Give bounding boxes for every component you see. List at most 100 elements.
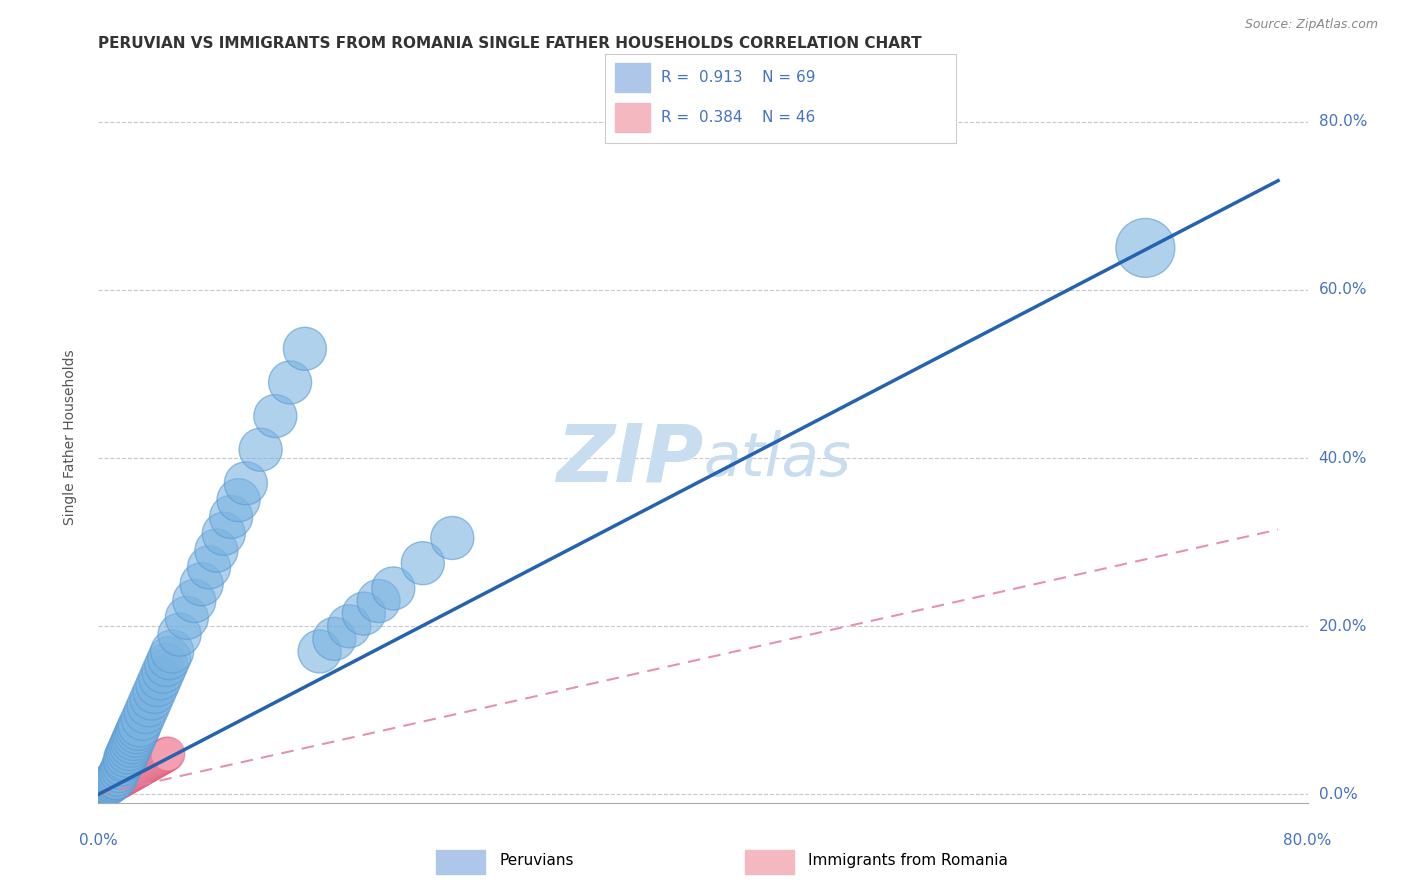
- Point: [120, 739, 142, 753]
- Point: [441, 531, 464, 545]
- Point: [117, 745, 139, 759]
- Text: Immigrants from Romania: Immigrants from Romania: [808, 854, 1008, 868]
- Text: PERUVIAN VS IMMIGRANTS FROM ROMANIA SINGLE FATHER HOUSEHOLDS CORRELATION CHART: PERUVIAN VS IMMIGRANTS FROM ROMANIA SING…: [98, 36, 922, 51]
- Point: [160, 644, 183, 658]
- Point: [97, 780, 120, 795]
- Point: [107, 769, 129, 783]
- Point: [382, 582, 405, 596]
- Point: [90, 785, 112, 799]
- Point: [190, 577, 212, 591]
- Point: [97, 780, 120, 795]
- Y-axis label: Single Father Households: Single Father Households: [63, 350, 77, 524]
- Point: [219, 510, 242, 524]
- Point: [152, 749, 174, 764]
- Point: [101, 775, 124, 789]
- Point: [100, 773, 122, 788]
- Point: [104, 777, 127, 791]
- Point: [125, 725, 148, 739]
- Point: [111, 759, 134, 773]
- Point: [131, 761, 153, 775]
- Text: Source: ZipAtlas.com: Source: ZipAtlas.com: [1244, 18, 1378, 31]
- Point: [117, 770, 139, 784]
- Point: [101, 772, 124, 787]
- Point: [323, 632, 346, 646]
- Point: [149, 751, 172, 765]
- Point: [228, 493, 250, 508]
- Point: [156, 747, 179, 761]
- Point: [122, 766, 145, 780]
- Text: ZIP: ZIP: [555, 420, 703, 498]
- Point: [157, 651, 180, 665]
- Point: [138, 698, 160, 713]
- Point: [104, 771, 127, 785]
- Point: [121, 735, 143, 749]
- Point: [135, 759, 157, 773]
- Point: [129, 762, 152, 776]
- Point: [131, 712, 153, 726]
- Point: [127, 722, 149, 736]
- Point: [155, 747, 177, 762]
- Point: [212, 526, 235, 541]
- Point: [112, 772, 135, 787]
- Text: 40.0%: 40.0%: [1319, 450, 1367, 466]
- Point: [308, 644, 330, 658]
- Text: 0.0%: 0.0%: [1319, 787, 1357, 802]
- Point: [98, 779, 121, 793]
- Point: [110, 762, 132, 776]
- Point: [128, 763, 150, 777]
- Point: [114, 752, 136, 766]
- Point: [169, 627, 191, 641]
- Point: [97, 777, 120, 791]
- Text: 80.0%: 80.0%: [1284, 833, 1331, 848]
- Point: [98, 780, 121, 794]
- Point: [141, 756, 163, 771]
- Point: [150, 750, 173, 764]
- Point: [120, 768, 142, 782]
- Text: R =  0.913    N = 69: R = 0.913 N = 69: [661, 70, 815, 85]
- FancyBboxPatch shape: [745, 849, 794, 874]
- Point: [94, 780, 117, 795]
- Point: [353, 607, 375, 621]
- Point: [118, 742, 141, 756]
- Point: [264, 409, 287, 423]
- Point: [143, 755, 166, 769]
- Point: [100, 779, 122, 793]
- Point: [134, 760, 156, 774]
- Point: [152, 665, 174, 679]
- FancyBboxPatch shape: [436, 849, 485, 874]
- Point: [249, 442, 271, 457]
- Point: [107, 775, 129, 789]
- FancyBboxPatch shape: [616, 103, 650, 132]
- Point: [145, 754, 167, 768]
- Point: [198, 560, 221, 574]
- Point: [124, 729, 146, 743]
- Text: 80.0%: 80.0%: [1319, 114, 1367, 129]
- FancyBboxPatch shape: [616, 63, 650, 92]
- Text: R =  0.384    N = 46: R = 0.384 N = 46: [661, 111, 815, 125]
- Point: [93, 783, 115, 797]
- Point: [125, 764, 148, 779]
- Point: [105, 772, 128, 787]
- Point: [96, 779, 118, 793]
- Point: [90, 785, 112, 799]
- Point: [141, 691, 163, 706]
- Text: atlas: atlas: [703, 430, 851, 489]
- Point: [294, 342, 316, 356]
- Point: [136, 759, 159, 773]
- Point: [101, 778, 124, 792]
- Point: [122, 731, 145, 746]
- Point: [127, 764, 149, 778]
- Point: [112, 756, 135, 770]
- Point: [91, 784, 114, 798]
- Point: [94, 782, 117, 797]
- Point: [108, 765, 131, 780]
- Point: [135, 705, 157, 719]
- Point: [235, 476, 257, 491]
- Point: [176, 611, 198, 625]
- Text: Peruvians: Peruvians: [499, 854, 574, 868]
- Point: [337, 619, 360, 633]
- Point: [143, 685, 166, 699]
- Point: [115, 748, 138, 763]
- Point: [124, 765, 146, 780]
- Point: [105, 776, 128, 790]
